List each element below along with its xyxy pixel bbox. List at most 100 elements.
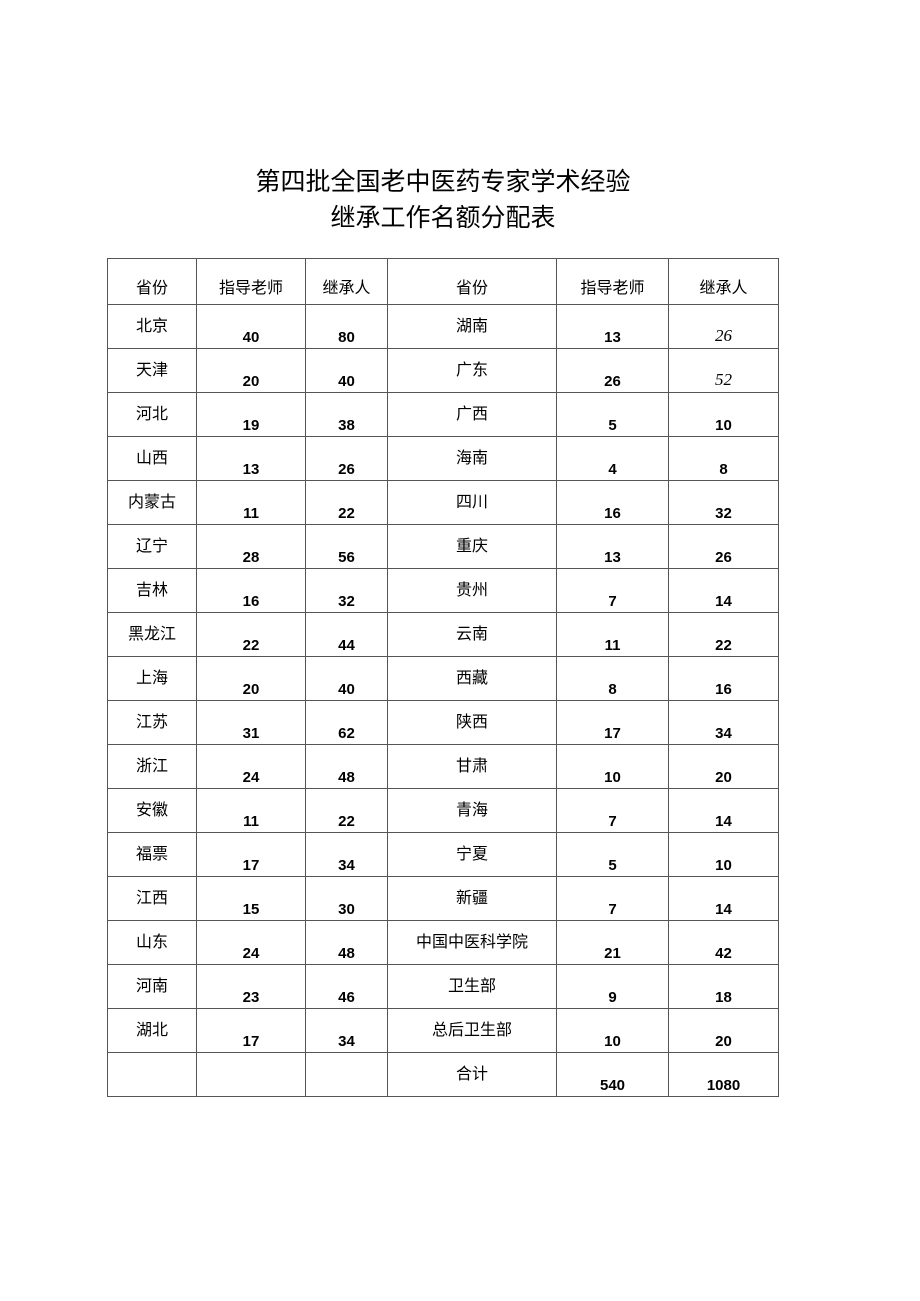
cell-mentors: 13: [196, 436, 306, 481]
cell-province: 四川: [387, 480, 557, 525]
cell-successors: 1080: [668, 1052, 779, 1097]
cell-province: 青海: [387, 788, 557, 833]
cell-mentors: 17: [196, 832, 306, 877]
cell-mentors: 7: [556, 788, 669, 833]
cell-successors: 22: [305, 480, 388, 525]
cell-province: 安徽: [107, 788, 197, 833]
cell-province: 卫生部: [387, 964, 557, 1009]
cell-mentors: 28: [196, 524, 306, 569]
cell-mentors: 31: [196, 700, 306, 745]
cell-province: 上海: [107, 656, 197, 701]
column-header-successors: 继承人: [668, 258, 779, 305]
cell-mentors: [196, 1052, 306, 1097]
cell-mentors: 24: [196, 744, 306, 789]
cell-mentors: 7: [556, 876, 669, 921]
cell-province: 河南: [107, 964, 197, 1009]
cell-province: 浙江: [107, 744, 197, 789]
cell-successors: 22: [668, 612, 779, 657]
cell-successors: 14: [668, 788, 779, 833]
cell-province: 北京: [107, 304, 197, 349]
cell-mentors: 19: [196, 392, 306, 437]
table-row: 江苏 31 62 陕西 17 34: [107, 700, 779, 745]
document-title-line-1: 第四批全国老中医药专家学术经验: [255, 167, 631, 196]
cell-mentors: 16: [196, 568, 306, 613]
cell-successors: [305, 1052, 388, 1097]
cell-successors: 62: [305, 700, 388, 745]
cell-successors: 48: [305, 920, 388, 965]
cell-province: [107, 1052, 197, 1097]
cell-province: 甘肃: [387, 744, 557, 789]
cell-successors: 8: [668, 436, 779, 481]
cell-successors: 14: [668, 568, 779, 613]
cell-province: 重庆: [387, 524, 557, 569]
cell-mentors: 7: [556, 568, 669, 613]
cell-province: 天津: [107, 348, 197, 393]
cell-successors: 46: [305, 964, 388, 1009]
cell-province: 吉林: [107, 568, 197, 613]
cell-province: 辽宁: [107, 524, 197, 569]
cell-successors: 56: [305, 524, 388, 569]
cell-successors: 34: [305, 1008, 388, 1053]
cell-province: 总后卫生部: [387, 1008, 557, 1053]
cell-successors: 44: [305, 612, 388, 657]
table-row: 上海 20 40 西藏 8 16: [107, 656, 779, 701]
cell-mentors: 9: [556, 964, 669, 1009]
cell-province: 广东: [387, 348, 557, 393]
cell-successors: 32: [668, 480, 779, 525]
cell-successors: 26: [668, 524, 779, 569]
cell-successors: 14: [668, 876, 779, 921]
cell-mentors: 10: [556, 1008, 669, 1053]
cell-province: 河北: [107, 392, 197, 437]
column-header-province: 省份: [387, 258, 557, 305]
cell-mentors: 5: [556, 392, 669, 437]
cell-successors: 80: [305, 304, 388, 349]
cell-successors: 40: [305, 656, 388, 701]
cell-province: 西藏: [387, 656, 557, 701]
cell-mentors: 20: [196, 348, 306, 393]
column-header-province: 省份: [107, 258, 197, 305]
cell-successors: 16: [668, 656, 779, 701]
cell-mentors: 5: [556, 832, 669, 877]
table-row: 江西 15 30 新疆 7 14: [107, 876, 779, 921]
table-row: 河南 23 46 卫生部 9 18: [107, 964, 779, 1009]
cell-mentors: 24: [196, 920, 306, 965]
cell-mentors: 540: [556, 1052, 669, 1097]
cell-successors: 18: [668, 964, 779, 1009]
table-row: 福票 17 34 宁夏 5 10: [107, 832, 779, 877]
cell-province: 宁夏: [387, 832, 557, 877]
cell-province: 内蒙古: [107, 480, 197, 525]
table-row: 吉林 16 32 贵州 7 14: [107, 568, 779, 613]
cell-successors: 26: [305, 436, 388, 481]
cell-mentors: 11: [556, 612, 669, 657]
cell-mentors: 40: [196, 304, 306, 349]
cell-province: 山东: [107, 920, 197, 965]
cell-mentors: 15: [196, 876, 306, 921]
table-row: 河北 19 38 广西 5 10: [107, 392, 779, 437]
table-row: 安徽 11 22 青海 7 14: [107, 788, 779, 833]
cell-mentors: 10: [556, 744, 669, 789]
cell-province: 江苏: [107, 700, 197, 745]
cell-province: 新疆: [387, 876, 557, 921]
table-row: 辽宁 28 56 重庆 13 26: [107, 524, 779, 569]
cell-province: 湖南: [387, 304, 557, 349]
cell-province: 山西: [107, 436, 197, 481]
table-row: 天津 20 40 广东 26 52: [107, 348, 779, 393]
cell-province: 海南: [387, 436, 557, 481]
column-header-successors: 继承人: [305, 258, 388, 305]
table-row: 北京 40 80 湖南 13 26: [107, 304, 779, 349]
cell-mentors: 13: [556, 524, 669, 569]
column-header-mentors: 指导老师: [196, 258, 306, 305]
cell-mentors: 23: [196, 964, 306, 1009]
document-title-line-2: 继承工作名额分配表: [330, 203, 556, 232]
cell-mentors: 11: [196, 480, 306, 525]
cell-mentors: 13: [556, 304, 669, 349]
cell-successors: 30: [305, 876, 388, 921]
cell-successors: 34: [305, 832, 388, 877]
cell-successors: 40: [305, 348, 388, 393]
cell-mentors: 17: [556, 700, 669, 745]
cell-mentors: 21: [556, 920, 669, 965]
cell-successors: 38: [305, 392, 388, 437]
cell-mentors: 17: [196, 1008, 306, 1053]
cell-mentors: 22: [196, 612, 306, 657]
cell-province: 中国中医科学院: [387, 920, 557, 965]
